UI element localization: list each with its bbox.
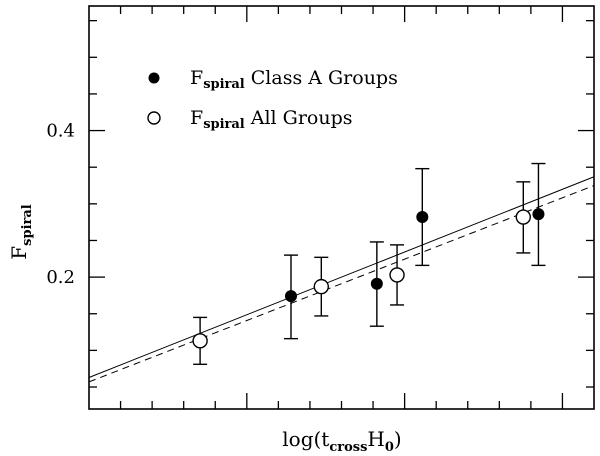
- legend-marker-class-a: [148, 72, 160, 84]
- fit-line-solid: [88, 176, 595, 378]
- fit-line-dashed: [88, 185, 595, 383]
- tick-marks: [89, 6, 594, 409]
- data-point-all-groups: [515, 209, 531, 225]
- legend: Fspiral Class A Groups Fspiral All Groups: [147, 67, 398, 132]
- y-tick-label: 0.2: [46, 267, 75, 288]
- x-axis-label: log(tcrossH0): [282, 427, 401, 455]
- data-point-all-groups: [192, 333, 208, 349]
- data-point-class-a: [370, 277, 383, 290]
- data-point-all-groups: [313, 278, 329, 295]
- data-point-class-a: [416, 211, 429, 224]
- data-point-class-a: [285, 290, 297, 303]
- legend-marker-all-groups: [147, 111, 161, 125]
- y-tick-labels: 0.2 0.4: [46, 121, 75, 289]
- legend-label-all-groups: Fspiral All Groups: [190, 107, 353, 132]
- data-point-class-a: [532, 208, 545, 221]
- data-points: [192, 162, 546, 366]
- y-tick-label: 0.4: [46, 121, 75, 142]
- fit-lines: [88, 176, 595, 383]
- data-point-all-groups: [389, 267, 405, 283]
- legend-label-class-a: Fspiral Class A Groups: [190, 67, 398, 92]
- y-axis-label: Fspiral: [7, 204, 35, 260]
